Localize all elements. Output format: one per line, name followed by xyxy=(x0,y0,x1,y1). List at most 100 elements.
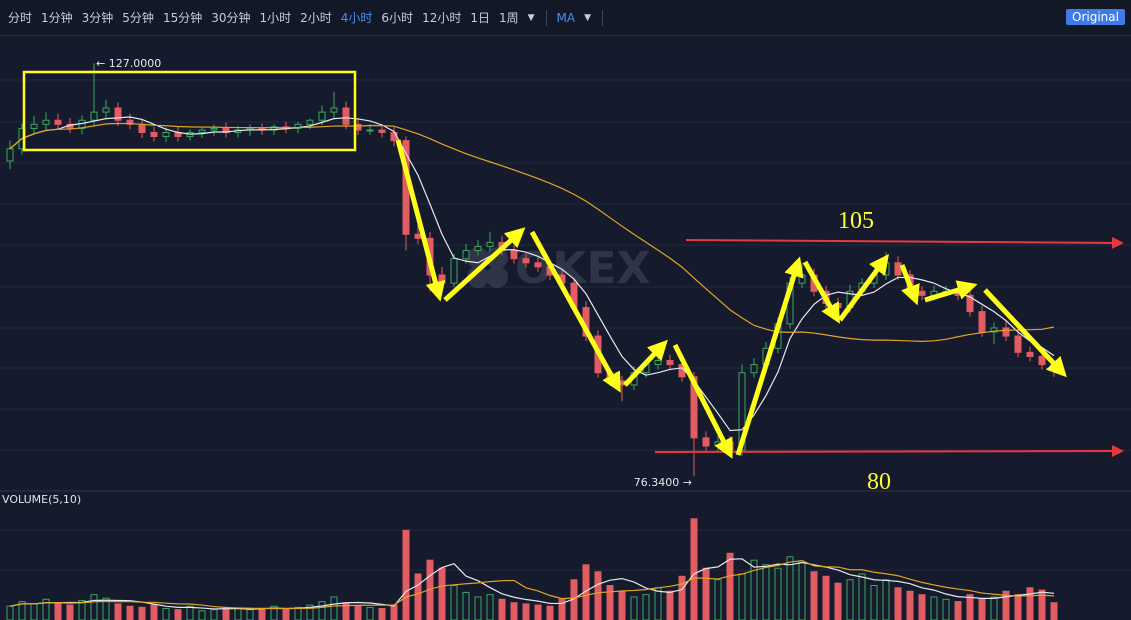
candle-body xyxy=(690,376,698,439)
candle-body xyxy=(450,258,458,284)
volume-bar xyxy=(90,594,98,620)
volume-bar xyxy=(750,559,758,620)
candle-body xyxy=(102,107,110,113)
candle-body xyxy=(6,148,14,162)
low-label: 76.3400 → xyxy=(634,476,692,489)
interval-button[interactable]: 15分钟 xyxy=(162,11,203,25)
volume-bar xyxy=(786,556,794,620)
volume-bar xyxy=(126,605,134,620)
volume-bar xyxy=(246,609,254,620)
volume-bar xyxy=(714,579,722,620)
volume-bar xyxy=(546,605,554,620)
dropdown[interactable]: ▼ xyxy=(584,12,592,23)
volume-bar xyxy=(1038,589,1046,620)
volume-bar xyxy=(390,604,398,620)
volume-bar xyxy=(318,601,326,620)
candle-body xyxy=(366,129,374,132)
volume-bar xyxy=(846,579,854,620)
candle-body xyxy=(414,233,422,239)
volume-bar xyxy=(606,585,614,620)
volume-bar xyxy=(258,608,266,620)
interval-button[interactable]: 分时 xyxy=(8,11,33,25)
indicator-button[interactable]: MA xyxy=(556,10,576,25)
candle-body xyxy=(438,274,446,284)
interval-button[interactable]: 2小时 xyxy=(300,11,332,25)
separator xyxy=(545,9,547,26)
level-label: 105 xyxy=(838,208,874,234)
volume-bar xyxy=(366,606,374,620)
volume-bar xyxy=(918,594,926,620)
candle-body xyxy=(330,107,338,113)
volume-bar xyxy=(138,606,146,620)
candle-body xyxy=(306,119,314,125)
candle-body xyxy=(654,360,662,366)
candle-body xyxy=(198,129,206,133)
volume-bar xyxy=(198,610,206,620)
volume-bar xyxy=(702,567,710,620)
watermark: OKEX xyxy=(467,243,651,294)
volume-bar xyxy=(954,601,962,620)
interval-button[interactable]: 1分钟 xyxy=(41,11,73,25)
volume-bar xyxy=(942,598,950,620)
candle-body xyxy=(210,127,218,131)
candle-body xyxy=(378,129,386,133)
candle-body xyxy=(714,441,722,447)
candle-body xyxy=(318,111,326,121)
volume-label: VOLUME(5,10) xyxy=(2,493,82,506)
volume-bar xyxy=(978,598,986,620)
interval-button[interactable]: 4小时 xyxy=(340,11,373,25)
candle-body xyxy=(918,290,926,296)
volume-bar xyxy=(870,585,878,620)
volume-bar xyxy=(642,594,650,620)
volume-bar xyxy=(822,575,830,620)
volume-bar xyxy=(6,605,14,620)
volume-bar xyxy=(654,587,662,620)
interval-button[interactable]: 1周 xyxy=(498,11,519,25)
volume-bar xyxy=(486,594,494,620)
volume-bar xyxy=(450,585,458,620)
volume-bar xyxy=(150,604,158,620)
volume-bar xyxy=(378,608,386,620)
volume-bar xyxy=(930,596,938,620)
volume-bar xyxy=(1050,602,1058,620)
separator xyxy=(602,9,604,26)
candle-body xyxy=(510,250,518,260)
volume-bar xyxy=(78,599,86,620)
interval-button[interactable]: 6小时 xyxy=(381,11,414,25)
volume-bar xyxy=(990,596,998,620)
candle-body xyxy=(474,245,482,252)
volume-bar xyxy=(510,602,518,620)
interval-button[interactable]: 5分钟 xyxy=(122,11,154,25)
volume-bar xyxy=(534,604,542,620)
candle-body xyxy=(990,327,998,333)
candle-body xyxy=(42,119,50,125)
interval-button[interactable]: 1小时 xyxy=(259,11,292,25)
candle-body xyxy=(750,364,758,374)
interval-button[interactable]: 3分钟 xyxy=(81,11,114,25)
interval-button[interactable]: 30分钟 xyxy=(211,11,251,25)
interval-button[interactable]: 12小时 xyxy=(422,11,462,25)
volume-bar xyxy=(906,590,914,620)
candle-body xyxy=(1002,327,1010,337)
volume-bar xyxy=(66,604,74,620)
volume-bar xyxy=(210,609,218,620)
volume-bar xyxy=(1002,590,1010,620)
volume-bar xyxy=(690,518,698,620)
volume-bar xyxy=(54,602,62,620)
candle-body xyxy=(702,437,710,447)
dropdown[interactable]: ▼ xyxy=(527,12,535,23)
volume-ma-line xyxy=(9,560,1055,610)
candle-body xyxy=(486,241,494,247)
volume-bar xyxy=(522,603,530,620)
candle-body xyxy=(834,302,842,309)
volume-bar xyxy=(810,571,818,620)
interval-button[interactable]: 1日 xyxy=(470,11,490,25)
original-button[interactable]: Original xyxy=(1066,9,1125,25)
volume-bar xyxy=(234,608,242,620)
watermark-text: OKEX xyxy=(515,243,651,294)
candle-body xyxy=(798,274,806,284)
volume-bar xyxy=(966,594,974,620)
candle-body xyxy=(666,360,674,366)
candle-body xyxy=(534,262,542,268)
volume-bar xyxy=(618,590,626,620)
